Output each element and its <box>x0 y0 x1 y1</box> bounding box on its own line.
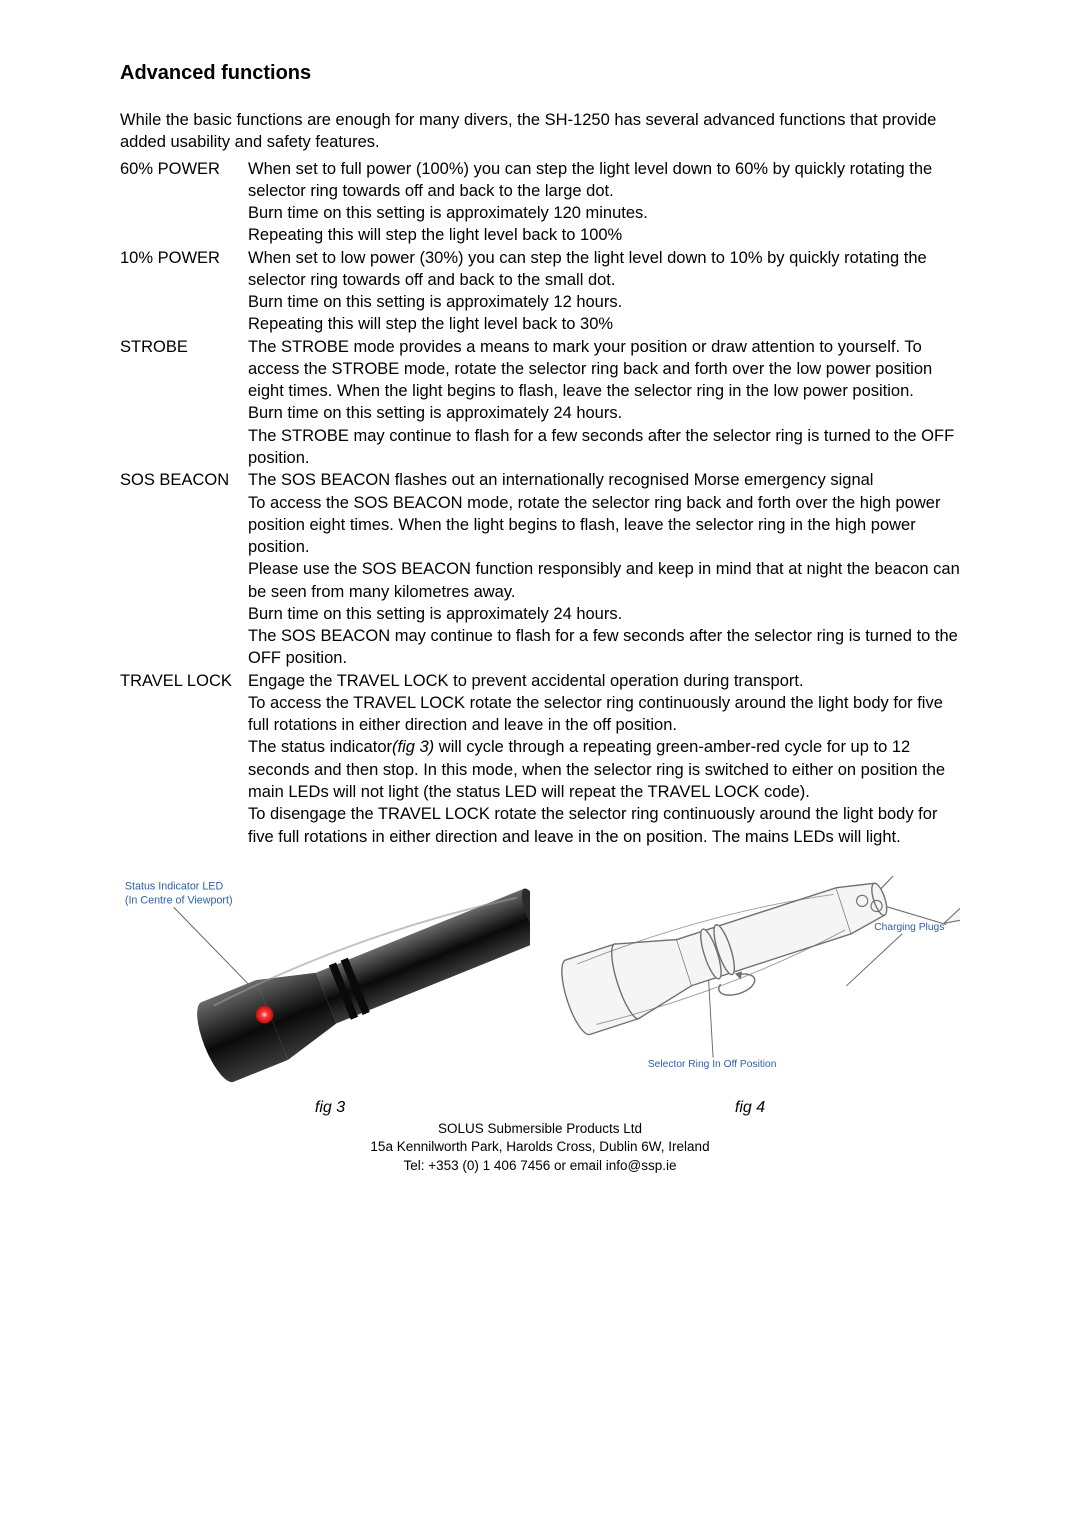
footer-line2: 15a Kennilworth Park, Harolds Cross, Dub… <box>120 1138 960 1156</box>
footer-line1: SOLUS Submersible Products Ltd <box>120 1120 960 1138</box>
function-paragraph: Burn time on this setting is approximate… <box>248 291 960 313</box>
function-paragraph: To disengage the TRAVEL LOCK rotate the … <box>248 803 960 848</box>
function-body: The SOS BEACON flashes out an internatio… <box>248 469 960 669</box>
fig4-label-bottom: Selector Ring In Off Position <box>648 1059 777 1070</box>
function-paragraph: Repeating this will step the light level… <box>248 313 960 335</box>
function-body: When set to full power (100%) you can st… <box>248 158 960 247</box>
fig4-svg: Charging Plugs Selector Ring In Off Posi… <box>550 876 960 1081</box>
fig3-label1: Status Indicator LED <box>125 880 224 892</box>
fig3-caption: fig 3 <box>315 1097 345 1119</box>
function-paragraph: To access the TRAVEL LOCK rotate the sel… <box>248 692 960 737</box>
function-body: When set to low power (30%) you can step… <box>248 247 960 336</box>
function-paragraph: The STROBE mode provides a means to mark… <box>248 336 960 403</box>
function-body: The STROBE mode provides a means to mark… <box>248 336 960 470</box>
footer-line3: Tel: +353 (0) 1 406 7456 or email info@s… <box>120 1157 960 1175</box>
function-paragraph: The SOS BEACON may continue to flash for… <box>248 625 960 670</box>
function-label: TRAVEL LOCK <box>120 670 248 848</box>
function-body: Engage the TRAVEL LOCK to prevent accide… <box>248 670 960 848</box>
function-paragraph: The status indicator(fig 3) will cycle t… <box>248 736 960 803</box>
fig4-label-right: Charging Plugs <box>874 922 944 933</box>
function-row: 10% POWERWhen set to low power (30%) you… <box>120 247 960 336</box>
function-row: TRAVEL LOCKEngage the TRAVEL LOCK to pre… <box>120 670 960 848</box>
function-label: SOS BEACON <box>120 469 248 669</box>
fig4-caption: fig 4 <box>735 1097 765 1119</box>
function-label: 60% POWER <box>120 158 248 247</box>
function-paragraph: To access the SOS BEACON mode, rotate th… <box>248 492 960 559</box>
function-paragraph: Repeating this will step the light level… <box>248 224 960 246</box>
fig3-svg: Status Indicator LED (In Centre of Viewp… <box>120 876 530 1091</box>
function-paragraph: Burn time on this setting is approximate… <box>248 202 960 224</box>
function-label: STROBE <box>120 336 248 470</box>
intro-paragraph: While the basic functions are enough for… <box>120 109 960 154</box>
function-row: 60% POWERWhen set to full power (100%) y… <box>120 158 960 247</box>
page-heading: Advanced functions <box>120 60 960 87</box>
fig3-label2: (In Centre of Viewport) <box>125 894 233 906</box>
figure-4: Charging Plugs Selector Ring In Off Posi… <box>550 876 960 1081</box>
function-label: 10% POWER <box>120 247 248 336</box>
function-paragraph: When set to low power (30%) you can step… <box>248 247 960 292</box>
function-paragraph: When set to full power (100%) you can st… <box>248 158 960 203</box>
function-paragraph: Burn time on this setting is approximate… <box>248 603 960 625</box>
function-row: STROBEThe STROBE mode provides a means t… <box>120 336 960 470</box>
function-paragraph: Engage the TRAVEL LOCK to prevent accide… <box>248 670 960 692</box>
function-paragraph: Please use the SOS BEACON function respo… <box>248 558 960 603</box>
page-footer: SOLUS Submersible Products Ltd 15a Kenni… <box>120 1120 960 1175</box>
function-paragraph: Burn time on this setting is approximate… <box>248 402 960 424</box>
function-paragraph: The STROBE may continue to flash for a f… <box>248 425 960 470</box>
figure-captions: fig 3 fig 4 <box>120 1097 960 1119</box>
figures-row: Status Indicator LED (In Centre of Viewp… <box>120 876 960 1091</box>
figure-3: Status Indicator LED (In Centre of Viewp… <box>120 876 530 1091</box>
function-paragraph: The SOS BEACON flashes out an internatio… <box>248 469 960 491</box>
function-row: SOS BEACONThe SOS BEACON flashes out an … <box>120 469 960 669</box>
functions-table: 60% POWERWhen set to full power (100%) y… <box>120 158 960 848</box>
